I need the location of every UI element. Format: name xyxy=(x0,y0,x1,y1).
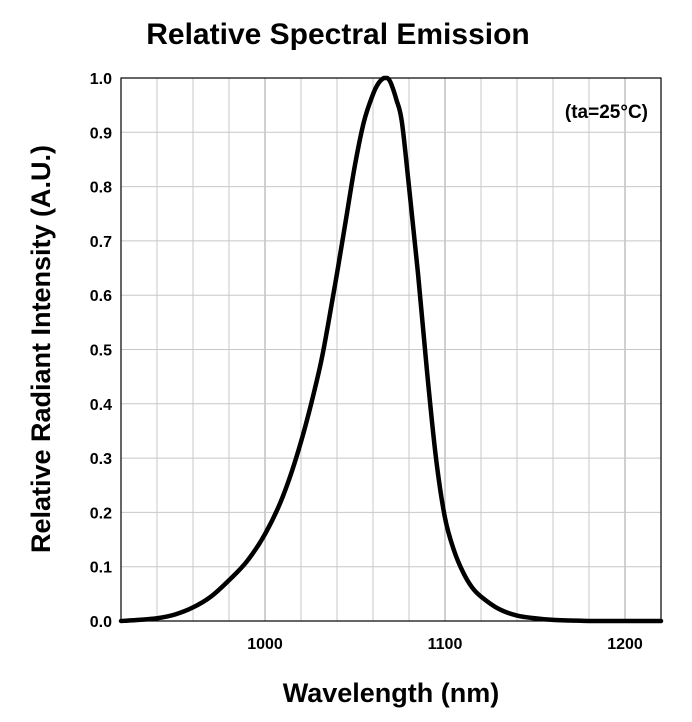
y-axis-ticks: 0.0 0.1 0.2 0.3 0.4 0.5 0.6 0.7 0.8 0.9 1.0 xyxy=(90,71,112,631)
y-axis-label: Relative Radiant Intensity (A.U.) xyxy=(26,145,56,553)
y-tick-label: 0.2 xyxy=(90,505,112,522)
plot-frame xyxy=(120,77,662,622)
grid xyxy=(121,78,661,621)
x-axis-ticks: 1000 1100 1200 xyxy=(247,636,643,653)
y-tick-label: 0.4 xyxy=(90,397,112,414)
y-tick-label: 0.9 xyxy=(90,125,112,142)
y-tick-label: 0.5 xyxy=(90,343,112,360)
y-tick-label: 0.6 xyxy=(90,288,112,305)
y-tick-label: 0.7 xyxy=(90,234,112,251)
x-tick-label: 1000 xyxy=(247,636,283,653)
y-tick-label: 0.8 xyxy=(90,180,112,197)
chart-title: Relative Spectral Emission xyxy=(146,18,530,51)
x-tick-label: 1100 xyxy=(428,636,463,653)
y-tick-label: 0.0 xyxy=(90,614,112,631)
x-axis-label: Wavelength (nm) xyxy=(283,678,500,708)
x-tick-label: 1200 xyxy=(607,636,643,653)
series-line xyxy=(118,75,664,624)
y-tick-label: 0.3 xyxy=(90,451,112,468)
y-tick-label: 1.0 xyxy=(90,71,112,88)
temperature-annotation: (ta=25°C) xyxy=(565,102,648,123)
y-tick-label: 0.1 xyxy=(90,560,112,577)
